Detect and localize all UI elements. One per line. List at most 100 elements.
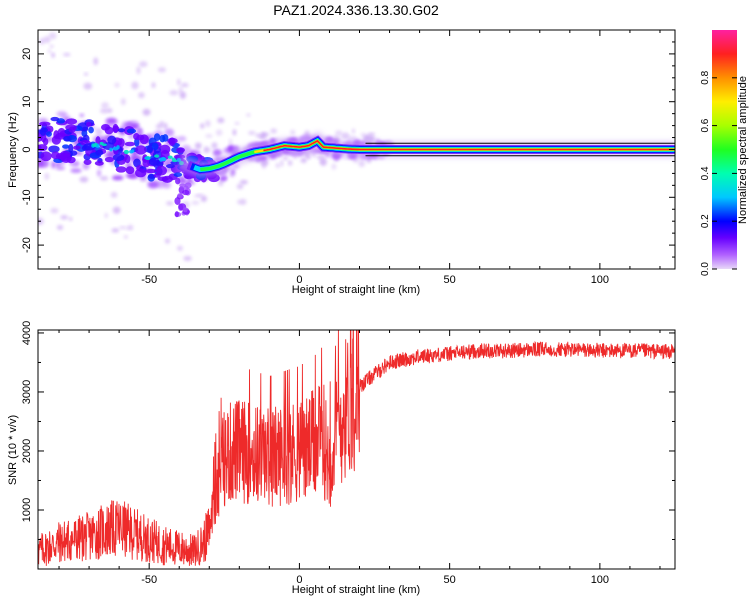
heat-blob-strong [39, 127, 47, 136]
heat-blob-faint [111, 228, 120, 233]
heat-blob-faint [316, 155, 325, 160]
heat-blob-faint [48, 32, 57, 40]
heat-blob-strong [176, 147, 185, 153]
heat-blob-faint [40, 38, 44, 45]
heat-blob-strong [145, 168, 157, 174]
y-tick-label: 3000 [21, 380, 33, 404]
heat-blob-faint [177, 78, 181, 86]
colorbar-tick-label: 0.4 [700, 166, 711, 180]
heat-blob-strong [183, 207, 188, 213]
heat-blob-strong [50, 116, 60, 122]
colorbar-gradient [712, 30, 737, 269]
heat-blob-faint [176, 245, 183, 251]
heat-blob-faint [200, 195, 208, 202]
heat-blob-faint [93, 57, 99, 66]
heat-blob-faint [63, 53, 71, 57]
heat-blob-faint [127, 224, 134, 230]
y-tick-label: 0 [21, 146, 33, 152]
heat-blob-mid [163, 181, 172, 189]
heat-blob-faint [200, 123, 205, 129]
heat-blob-mid [79, 113, 85, 118]
heat-blob-mid [96, 169, 102, 177]
x-tick-label: -50 [141, 574, 157, 586]
y-tick-label: 2000 [21, 439, 33, 463]
colorbar-tick-label: 0.8 [700, 70, 711, 84]
heat-blob-strong [148, 157, 160, 166]
colorbar-ticks: 0.0 0.2 0.4 0.6 0.8 [700, 70, 737, 276]
heat-blob-faint [280, 159, 284, 167]
heat-blob-faint [99, 108, 109, 114]
spectrogram-y-label: Frequency (Hz) [7, 112, 19, 188]
heat-blob-faint [106, 108, 113, 113]
heat-blob-faint [164, 238, 171, 244]
heat-blob-strong [112, 123, 119, 134]
heat-blob-strong [112, 154, 125, 162]
heat-blob-faint [180, 82, 189, 88]
heat-blob-strong [153, 173, 161, 178]
heat-blob-strong [42, 137, 49, 146]
heat-blob-faint [371, 137, 377, 142]
heat-blob-faint [123, 235, 128, 239]
heat-blob-mid [112, 175, 124, 181]
heat-blob-strong [135, 145, 147, 155]
heat-blob-strong [73, 145, 81, 150]
heat-blob-faint [56, 224, 64, 230]
heat-blob-faint [261, 160, 266, 169]
heat-blob-faint [193, 194, 201, 198]
heat-blob-faint [114, 82, 120, 88]
heat-blob-faint [300, 157, 307, 164]
heat-blob-faint [358, 160, 366, 168]
heat-blob-faint [215, 129, 223, 136]
heat-blob-strong [161, 175, 173, 183]
heat-blob-faint [307, 155, 311, 160]
heat-blob-faint [163, 122, 168, 130]
spectrogram-ticks: -50 0 50 100 -20 -10 0 10 20 [21, 29, 675, 286]
spectrogram-x-label: Height of straight line (km) [292, 284, 420, 296]
heat-blob-strong [65, 118, 78, 125]
heat-blob-mid [56, 111, 68, 117]
heat-blob-mid [147, 180, 159, 189]
heat-blob-cyan [99, 141, 104, 145]
heat-blob-strong [117, 138, 125, 148]
heat-blob-faint [178, 86, 183, 95]
heat-blob-faint [51, 52, 55, 58]
heat-blob-faint [95, 128, 103, 136]
heat-blob-strong [174, 197, 181, 205]
heat-blob-cyan [154, 154, 160, 158]
y-tick-label: 4000 [21, 321, 33, 345]
heat-blob-faint [138, 61, 148, 68]
heat-blob-faint [203, 149, 210, 154]
colorbar: 0.0 0.2 0.4 0.6 0.8 Normalized spectral ampl… [700, 30, 749, 276]
x-tick-label: 50 [444, 574, 456, 586]
heat-blob-strong [124, 141, 136, 147]
heat-blob-faint [341, 132, 350, 140]
heat-blob-faint [79, 176, 89, 183]
heat-blob-faint [159, 120, 165, 128]
heat-blob-faint [110, 191, 118, 198]
heat-blob-strong [81, 126, 89, 132]
x-tick-label: 0 [296, 574, 302, 586]
chart-title: PAZ1.2024.336.13.30.G02 [273, 2, 439, 18]
heat-blob-faint [120, 98, 126, 106]
heat-blob-strong [179, 183, 186, 188]
y-tick-label: 10 [21, 96, 33, 108]
heat-blob-faint [311, 153, 316, 158]
heat-blob-faint [335, 130, 343, 136]
heat-blob-strong [173, 172, 183, 177]
heat-blob-faint [290, 129, 296, 136]
x-tick-label: 100 [591, 274, 609, 286]
x-tick-label: -50 [141, 274, 157, 286]
heat-blob-strong [175, 177, 181, 185]
heat-blob-strong [94, 160, 104, 166]
heat-blob-cyan [159, 157, 164, 162]
heat-blob-faint [239, 198, 247, 206]
heat-blob-faint [84, 72, 89, 76]
heat-blob-faint [351, 128, 356, 134]
heat-blob-faint [49, 44, 54, 48]
heat-blob-faint [204, 120, 211, 127]
heat-blob-strong [136, 134, 145, 141]
heat-blob-faint [239, 179, 248, 185]
heat-blob-faint [246, 113, 251, 117]
heat-blob-strong [151, 142, 159, 151]
heat-blob-faint [320, 158, 327, 166]
